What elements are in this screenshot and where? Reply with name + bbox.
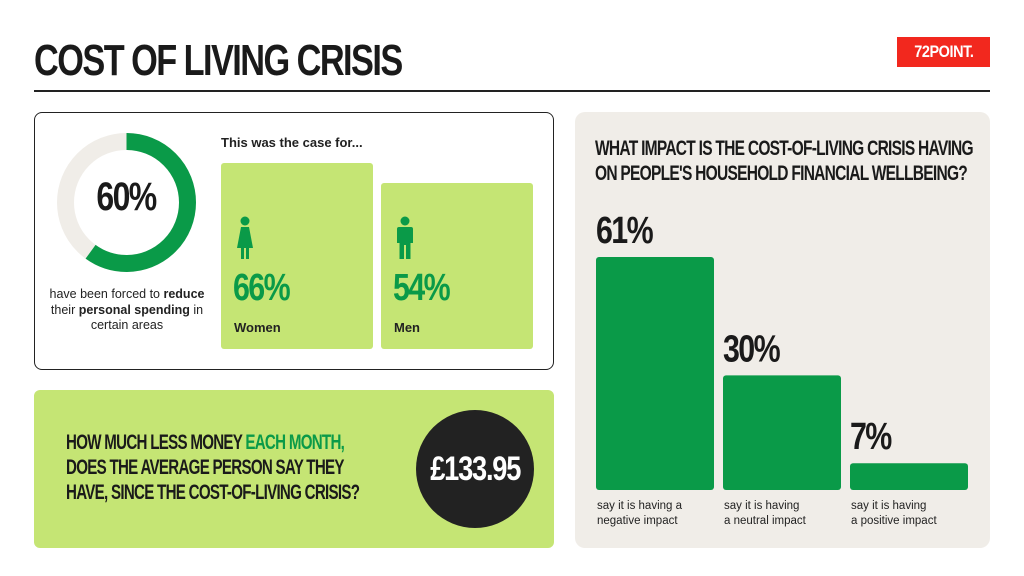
women-label: Women	[234, 320, 281, 335]
header-divider	[34, 90, 990, 92]
question-part: HAVE, SINCE THE COST-OF-LIVING CRISIS?	[66, 481, 360, 504]
category-label: negative impact	[597, 515, 678, 527]
case-label: This was the case for...	[221, 135, 363, 150]
bar-value-label: 61%	[596, 210, 653, 252]
question-part: EACH MONTH,	[245, 431, 345, 454]
spending-percentage: 60%	[55, 175, 198, 220]
category-label: say it is having	[851, 500, 926, 512]
caption-part: have been forced to	[49, 287, 164, 301]
money-value: £133.95	[430, 449, 521, 488]
question-part: DOES THE AVERAGE PERSON SAY THEY	[66, 456, 344, 479]
women-percentage: 66%	[233, 267, 303, 310]
money-question: HOW MUCH LESS MONEY EACH MONTH, DOES THE …	[66, 430, 368, 505]
brand-logo-text: 72POINT.	[913, 42, 974, 61]
bar	[723, 375, 841, 490]
woman-icon	[237, 216, 253, 259]
money-badge: £133.95	[416, 410, 534, 528]
chart-title-line: ON PEOPLE'S HOUSEHOLD FINANCIAL WELLBEIN…	[595, 162, 968, 185]
question-part: HOW MUCH LESS MONEY	[66, 431, 246, 454]
chart-title-line: WHAT IMPACT IS THE COST-OF-LIVING CRISIS…	[595, 137, 974, 160]
chart-title: WHAT IMPACT IS THE COST-OF-LIVING CRISIS…	[595, 136, 974, 186]
man-icon	[397, 216, 413, 259]
spending-donut-chart	[57, 133, 196, 272]
women-percentage-text: 66%	[233, 267, 291, 309]
category-label: a neutral impact	[724, 515, 807, 527]
men-label: Men	[394, 320, 420, 335]
donut-arc	[57, 133, 196, 272]
caption-part: their	[50, 302, 79, 317]
page-title: COST OF LIVING CRISIS	[34, 36, 403, 85]
bar-value-label: 7%	[850, 416, 892, 458]
men-percentage: 54%	[393, 267, 463, 310]
bar	[596, 257, 714, 490]
bar	[850, 463, 968, 490]
impact-chart-card: WHAT IMPACT IS THE COST-OF-LIVING CRISIS…	[575, 112, 990, 548]
caption-part: reduce	[163, 287, 205, 301]
spending-caption: have been forced to reduce their persona…	[47, 287, 207, 334]
money-card: HOW MUCH LESS MONEY EACH MONTH, DOES THE …	[34, 390, 554, 548]
spending-percentage-text: 60%	[96, 175, 158, 219]
women-stat-card: 66% Women	[221, 163, 373, 349]
bar-value-label: 30%	[723, 328, 780, 370]
men-stat-card: 54% Men	[381, 183, 533, 349]
category-label: say it is having	[724, 500, 799, 512]
category-label: say it is having a	[597, 500, 683, 512]
impact-bar-chart: 61% say it is having a negative impact 30% s…	[596, 210, 968, 527]
category-label: a positive impact	[851, 515, 937, 527]
men-percentage-text: 54%	[393, 267, 451, 309]
caption-part: in certain areas	[90, 302, 204, 333]
caption-part: personal spending	[78, 302, 190, 317]
brand-logo: 72POINT.	[897, 37, 990, 67]
spending-card: 60% have been forced to reduce their per…	[34, 112, 554, 370]
